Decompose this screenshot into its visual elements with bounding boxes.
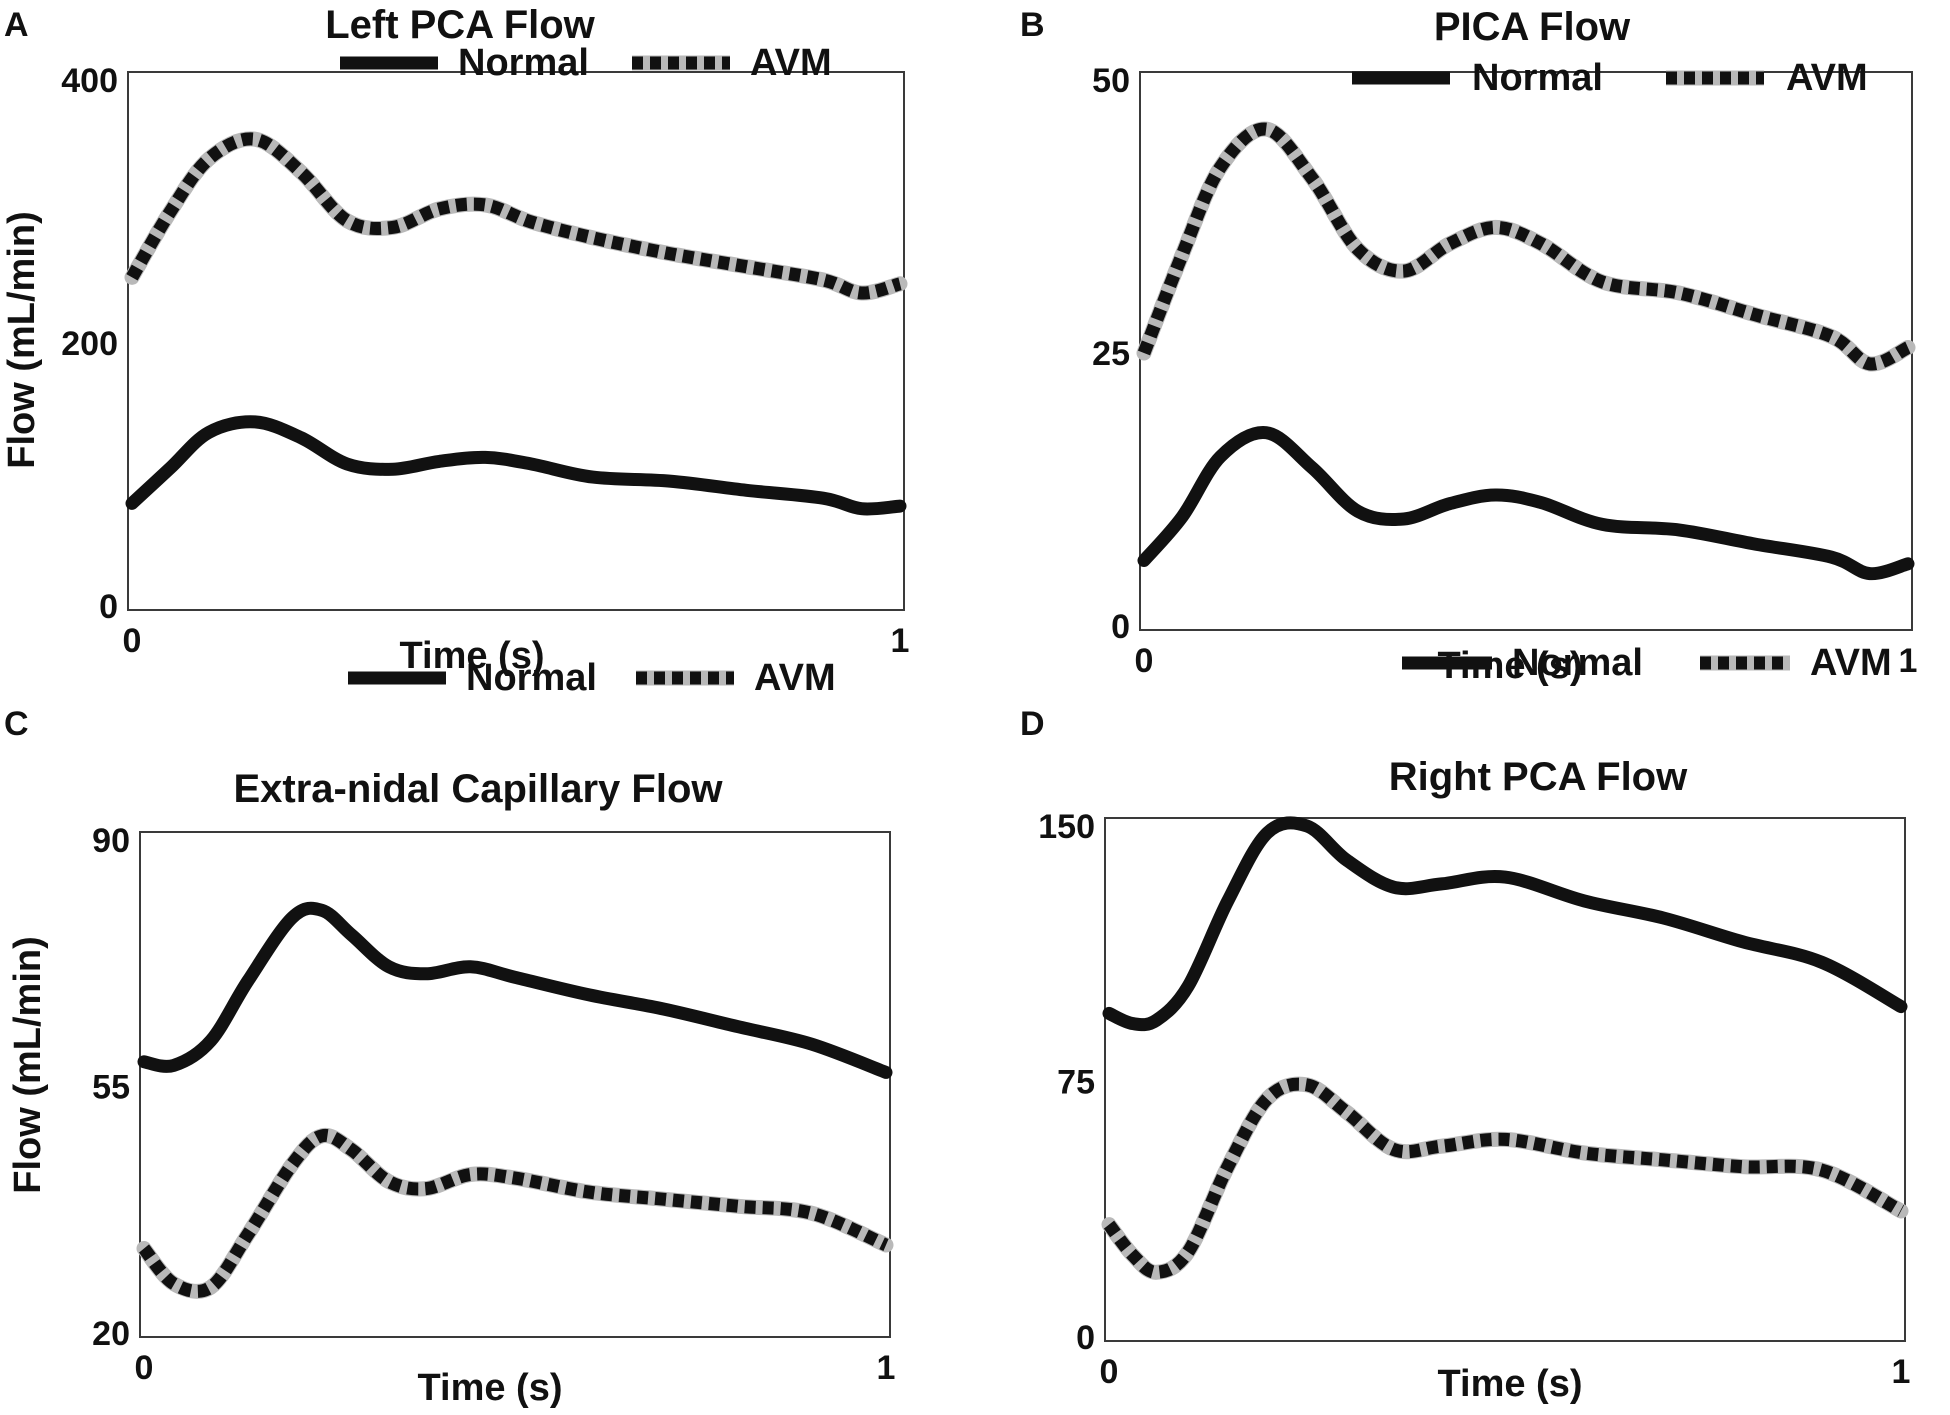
x-tick-label: 0 xyxy=(123,622,142,660)
series-line-normal xyxy=(137,901,893,1079)
series-line-avm xyxy=(126,132,902,300)
x-tick-label: 0 xyxy=(1135,642,1154,680)
x-tick-label: 1 xyxy=(877,1349,896,1387)
y-tick-label: 0 xyxy=(1111,608,1130,646)
legend: Normal AVM xyxy=(1402,642,1892,684)
legend-label-avm: AVM xyxy=(750,42,832,84)
marks xyxy=(1101,816,1909,1280)
y-tick-label: 75 xyxy=(1057,1064,1095,1102)
legend-label-normal: Normal xyxy=(466,657,597,699)
panel-label: A xyxy=(4,6,29,44)
y-axis-label-top: Flow (mL/min) xyxy=(1,211,43,469)
y-tick-label: 0 xyxy=(1076,1319,1095,1357)
ticks: 20 55 90 0 1 xyxy=(92,822,895,1387)
legend-label-avm: AVM xyxy=(1810,642,1892,684)
y-tick-label: 0 xyxy=(99,588,118,626)
series-line-normal xyxy=(1137,426,1915,581)
x-tick-label: 0 xyxy=(135,1349,154,1387)
panel-d: D Right PCA Flow 0 75 150 0 1 Normal AVM Time… xyxy=(1020,642,1910,1405)
y-tick-label: 150 xyxy=(1038,808,1095,846)
y-tick-label: 200 xyxy=(61,325,118,363)
y-tick-label: 50 xyxy=(1092,62,1130,100)
plot-frame xyxy=(1104,817,1906,1342)
series-line-normal xyxy=(1102,816,1908,1032)
x-tick-label: 0 xyxy=(1100,1353,1119,1391)
legend-label-normal: Normal xyxy=(1512,642,1643,684)
series-line-avm-halo xyxy=(1101,1076,1909,1280)
chart-title: PICA Flow xyxy=(1434,5,1631,49)
marks xyxy=(1136,121,1916,581)
legend: Normal AVM xyxy=(340,42,832,84)
ticks: 0 200 400 0 1 xyxy=(61,62,909,660)
panel-c: C Extra-nidal Capillary Flow 20 55 90 0 1 No… xyxy=(4,657,895,1409)
plot-frame xyxy=(127,71,905,611)
panel-label: C xyxy=(4,705,29,743)
y-tick-label: 400 xyxy=(61,62,118,100)
ticks: 0 75 150 0 1 xyxy=(1038,808,1910,1391)
legend: Normal AVM xyxy=(1352,57,1868,99)
y-tick-label: 55 xyxy=(92,1069,130,1107)
chart-title: Right PCA Flow xyxy=(1389,755,1688,799)
series-line-avm xyxy=(138,1128,889,1298)
legend-label-avm: AVM xyxy=(1786,57,1868,99)
panel-a: A Left PCA Flow 0 200 400 0 1 Normal AVM Time… xyxy=(4,3,909,677)
legend-label-avm: AVM xyxy=(754,657,836,699)
x-tick-label: 1 xyxy=(1892,1353,1911,1391)
ticks: 0 25 50 0 1 xyxy=(1092,62,1917,680)
legend-label-normal: Normal xyxy=(458,42,589,84)
legend: Normal AVM xyxy=(348,657,836,699)
legend-label-normal: Normal xyxy=(1472,57,1603,99)
chart-title: Left PCA Flow xyxy=(325,3,595,47)
x-axis-label: Time (s) xyxy=(399,635,544,677)
y-tick-label: 25 xyxy=(1092,335,1130,373)
plot-frame xyxy=(139,831,891,1338)
x-tick-label: 1 xyxy=(891,622,910,660)
y-tick-label: 20 xyxy=(92,1315,130,1353)
series-line-normal xyxy=(125,415,907,516)
marks xyxy=(124,131,908,516)
x-tick-label: 1 xyxy=(1899,642,1918,680)
panel-label: D xyxy=(1020,705,1045,743)
chart-title: Extra-nidal Capillary Flow xyxy=(233,767,723,811)
series-line-avm xyxy=(1103,1077,1905,1279)
x-axis-label: Time (s) xyxy=(1437,1363,1582,1405)
y-axis-label-bottom: Flow (mL/min) xyxy=(7,936,49,1194)
y-tick-label: 90 xyxy=(92,822,130,860)
x-axis-label: Time (s) xyxy=(417,1367,562,1409)
marks xyxy=(136,901,894,1299)
series-line-avm xyxy=(1137,122,1912,371)
panel-label: B xyxy=(1020,6,1045,44)
